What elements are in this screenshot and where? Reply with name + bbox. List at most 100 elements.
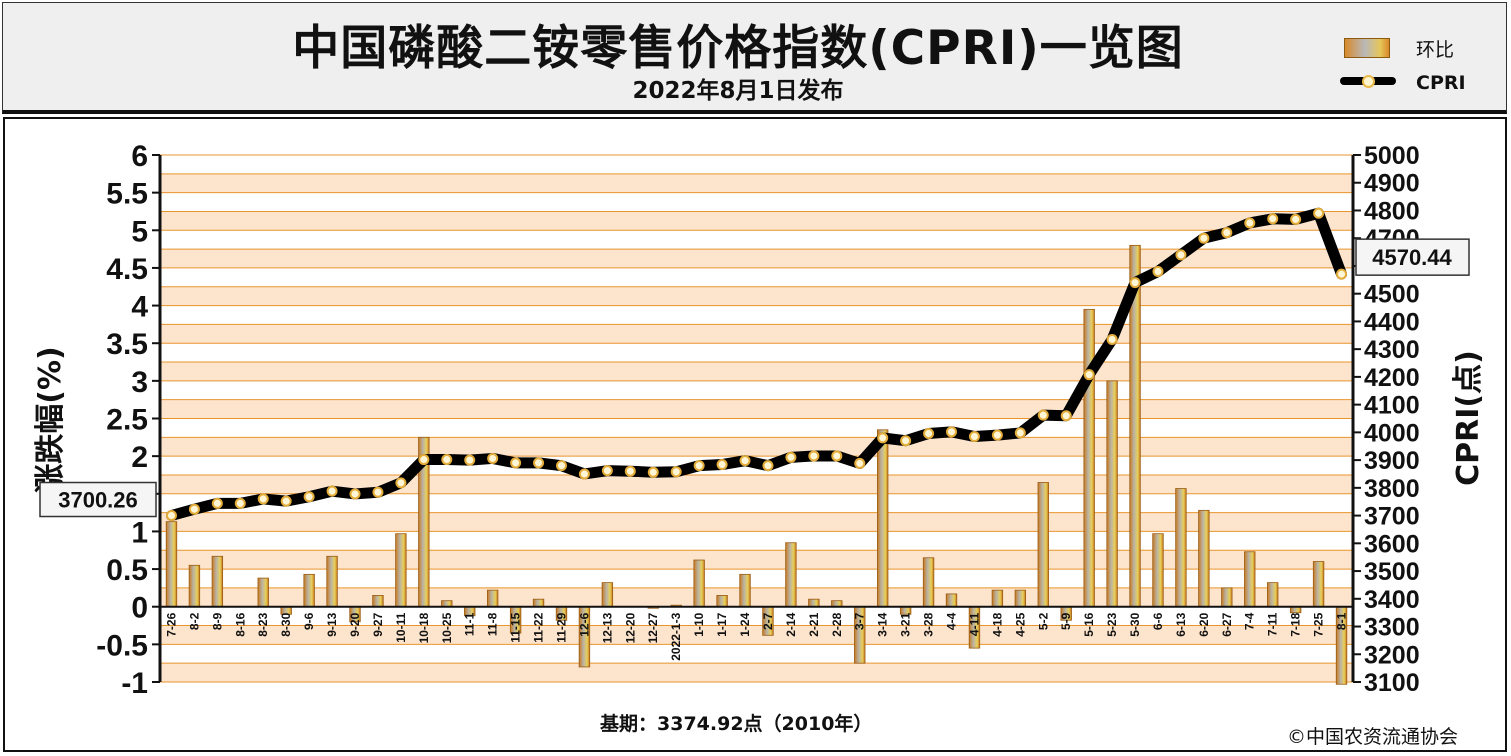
bar-series bbox=[165, 244, 1348, 685]
cpri-point bbox=[533, 457, 545, 469]
cpri-point bbox=[395, 477, 407, 489]
cpri-point bbox=[831, 450, 843, 462]
cpri-point bbox=[1313, 207, 1325, 219]
bar bbox=[326, 555, 338, 608]
cpri-point bbox=[647, 466, 659, 478]
left-tick-label: 3.5 bbox=[106, 328, 148, 361]
bar bbox=[1037, 482, 1049, 608]
cpri-point bbox=[1267, 213, 1279, 225]
legend-bar-label: 环比 bbox=[1416, 39, 1455, 61]
cpri-point bbox=[372, 486, 384, 498]
x-tick-label: 8-9 bbox=[210, 612, 224, 630]
x-tick-label: 3-14 bbox=[876, 612, 890, 636]
first-value-callout-box bbox=[39, 481, 157, 518]
cpri-point bbox=[418, 454, 430, 466]
plot-border bbox=[3, 117, 1507, 752]
x-tick-label: 8-23 bbox=[256, 612, 270, 636]
left-tick-label: 4.5 bbox=[106, 253, 148, 286]
left-tick-label: 2.5 bbox=[106, 404, 148, 437]
background-band bbox=[160, 249, 1353, 268]
bar bbox=[945, 593, 958, 608]
right-tick-label: 4900 bbox=[1364, 170, 1420, 198]
x-tick-label: 3-28 bbox=[922, 612, 936, 636]
x-tick-label: 3-7 bbox=[853, 612, 867, 630]
x-tick-label: 11-15 bbox=[509, 612, 523, 642]
cpri-point bbox=[303, 491, 315, 503]
x-tick-label: 9-13 bbox=[325, 612, 339, 636]
background-band bbox=[160, 267, 1353, 287]
bar bbox=[1014, 589, 1027, 608]
right-tick-label: 3200 bbox=[1364, 641, 1420, 669]
background-bands bbox=[3, 117, 1507, 752]
line-series bbox=[165, 207, 1348, 522]
background-band bbox=[160, 155, 1353, 174]
background-band bbox=[160, 663, 1353, 682]
bar bbox=[739, 573, 751, 608]
x-tick-label: 10-11 bbox=[394, 612, 408, 642]
bar bbox=[877, 429, 889, 608]
x-tick-label: 2-28 bbox=[830, 612, 844, 636]
background-band bbox=[160, 587, 1353, 607]
bar bbox=[486, 589, 499, 608]
x-tick-label: 2-14 bbox=[784, 612, 798, 636]
cpri-point bbox=[601, 465, 613, 477]
cpri-point bbox=[1106, 333, 1118, 345]
cpri-point bbox=[1336, 268, 1348, 280]
left-tick-label: 1 bbox=[131, 516, 148, 549]
bar bbox=[808, 598, 820, 608]
bar bbox=[1312, 561, 1325, 608]
x-tick-label: 7-26 bbox=[164, 612, 178, 636]
chart-subtitle: 2022年8月1日发布 bbox=[632, 78, 844, 104]
background-band bbox=[160, 531, 1353, 551]
cpri-point bbox=[487, 452, 499, 464]
background-band bbox=[160, 625, 1353, 645]
right-tick-label: 3900 bbox=[1364, 447, 1420, 475]
x-tick-label: 11-8 bbox=[486, 612, 500, 636]
legend-line-marker bbox=[1362, 75, 1375, 88]
bar bbox=[922, 557, 935, 608]
left-tick-label: 5 bbox=[131, 215, 148, 248]
bar bbox=[1198, 509, 1210, 608]
background-band bbox=[160, 606, 1353, 626]
bar bbox=[716, 595, 728, 608]
cpri-point bbox=[693, 460, 705, 472]
cpri-point bbox=[234, 497, 246, 509]
x-tick-label: 5-16 bbox=[1082, 612, 1096, 636]
x-tick-label: 4-18 bbox=[990, 612, 1004, 636]
background-band bbox=[160, 512, 1353, 532]
x-tick-label: 5-23 bbox=[1105, 612, 1119, 636]
x-tick-label: 6-27 bbox=[1220, 612, 1234, 636]
bar bbox=[1152, 533, 1164, 608]
left-tick-label: 0.5 bbox=[106, 554, 148, 587]
right-tick-label: 4300 bbox=[1364, 336, 1420, 364]
bar bbox=[785, 542, 797, 608]
x-tick-label: 2-21 bbox=[807, 612, 821, 636]
background-band bbox=[160, 286, 1353, 306]
bar bbox=[188, 564, 201, 608]
x-tick-label: 9-27 bbox=[371, 612, 385, 636]
x-tick-label: 8-1 bbox=[1335, 612, 1349, 630]
bar bbox=[991, 589, 1004, 608]
cpri-point bbox=[349, 488, 361, 500]
right-tick-label: 5000 bbox=[1364, 142, 1420, 170]
background-band bbox=[160, 569, 1353, 588]
x-tick-label: 12-20 bbox=[623, 612, 637, 643]
cpri-point bbox=[188, 503, 200, 515]
cpri-point bbox=[165, 510, 177, 522]
left-tick-label: -0.5 bbox=[96, 629, 148, 662]
cpri-point bbox=[877, 432, 889, 444]
x-tick-label: 2022-1-3 bbox=[669, 612, 683, 660]
x-tick-label: 1-10 bbox=[692, 612, 706, 636]
cpri-point bbox=[968, 431, 980, 443]
legend-line-label: CPRI bbox=[1416, 72, 1466, 94]
bar bbox=[1221, 587, 1233, 608]
bar bbox=[532, 598, 545, 608]
x-tick-label: 8-30 bbox=[279, 612, 293, 636]
x-tick-label: 10-25 bbox=[440, 612, 454, 643]
last-value-callout-box bbox=[1355, 238, 1470, 276]
background-band bbox=[160, 230, 1353, 250]
left-tick-label: -1 bbox=[121, 667, 148, 700]
x-tick-label: 6-13 bbox=[1174, 612, 1188, 636]
left-tick-label: 4 bbox=[131, 291, 148, 324]
